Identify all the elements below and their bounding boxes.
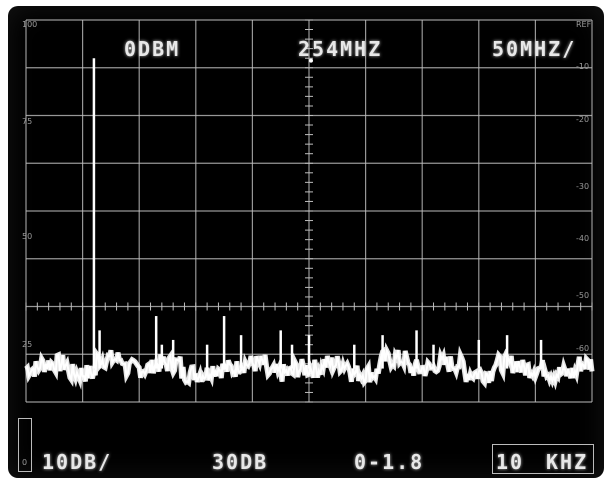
right-scale-30: -30 (576, 182, 590, 191)
noise-floor-trace-core (25, 347, 593, 386)
left-scale-25: 25 (22, 340, 33, 349)
right-scale-10: -10 (576, 62, 590, 71)
left-scale-top: 100 (22, 20, 38, 29)
crt-screen: 0DBM 254MHZ 50MHZ/ 10DB/ 30DB 0-1.8 10 K… (8, 6, 604, 478)
attenuation-readout: 30DB (212, 450, 269, 474)
left-scale-50: 50 (22, 232, 33, 241)
center-frequency-readout: 254MHZ (298, 37, 383, 61)
vertical-scale-readout: 10DB/ (42, 450, 113, 474)
reference-level-readout: 0DBM (124, 37, 181, 61)
left-scale-bottom: 0 (22, 458, 28, 467)
right-scale-50: -50 (576, 291, 590, 300)
right-scale-40: -40 (576, 234, 590, 243)
right-scale-20: -20 (576, 115, 590, 124)
left-bottom-frame (18, 418, 32, 472)
right-scale-ref: REF (576, 20, 592, 29)
center-marker-dot (309, 58, 313, 63)
resolution-bandwidth-unit: KHZ (546, 450, 589, 474)
left-scale-75: 75 (22, 117, 33, 126)
span-per-division-readout: 50MHZ/ (492, 37, 577, 61)
bandwidth-frame (492, 444, 594, 474)
spectrum-display (24, 19, 595, 403)
right-scale-60: -60 (576, 344, 590, 353)
resolution-bandwidth-readout: 10 (496, 450, 525, 474)
sweep-time-readout: 0-1.8 (354, 450, 425, 474)
